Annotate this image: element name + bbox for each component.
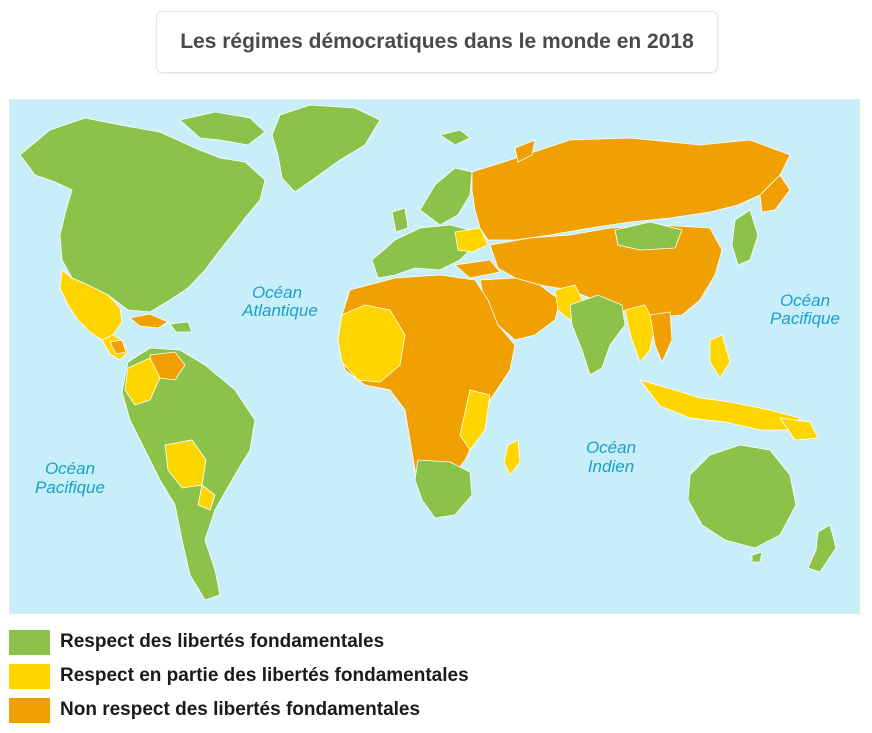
legend-label-orange: Non respect des libertés fondamentales (60, 699, 421, 720)
region-east-africa-partial (459, 389, 491, 451)
region-iceland (439, 129, 471, 146)
map-title: Les régimes démocratiques dans le monde … (180, 30, 694, 53)
legend-swatch-green (9, 629, 50, 655)
region-turkey (454, 259, 501, 279)
ocean-label-pacific-west: Océan Pacifique (35, 459, 105, 497)
legend-swatch-yellow (9, 663, 50, 689)
region-colombia (124, 357, 161, 406)
region-vietnam-laos (649, 311, 673, 364)
ocean-label-atlantic: Océan Atlantique (241, 283, 318, 320)
ocean-label-indian-line2: Indien (588, 457, 634, 476)
world-map: Océan Atlantique Océan Pacifique Océan P… (9, 99, 860, 614)
region-southern-africa (414, 459, 473, 519)
region-caribbean (169, 321, 193, 333)
world-map-svg: Océan Atlantique Océan Pacifique Océan P… (10, 100, 859, 613)
region-canada-islands (179, 111, 266, 146)
legend-label-green: Respect des libertés fondamentales (60, 631, 385, 652)
region-europe-west (371, 224, 473, 279)
legend-item-orange: Non respect des libertés fondamentales (9, 693, 469, 727)
region-philippines (709, 334, 731, 379)
legend: Respect des libertés fondamentales Respe… (9, 625, 469, 727)
region-australia (687, 444, 797, 549)
region-scandinavia (419, 167, 473, 226)
region-ukraine-balkans (454, 227, 489, 253)
region-mongolia (614, 221, 683, 251)
region-russia (471, 137, 791, 241)
region-north-america (19, 117, 266, 313)
region-tasmania (751, 551, 763, 563)
ocean-label-indian-line1: Océan (586, 438, 636, 457)
region-west-africa (337, 304, 406, 383)
region-korea-japan (731, 209, 759, 266)
region-novaya-zemlya (514, 139, 536, 163)
legend-label-yellow: Respect en partie des libertés fondament… (60, 665, 469, 686)
region-paraguay (197, 484, 216, 511)
region-cuba (129, 313, 169, 329)
ocean-label-pacific-east-line2: Pacifique (770, 309, 840, 328)
ocean-label-atlantic-line2: Atlantique (241, 301, 318, 320)
ocean-label-pacific-east-line1: Océan (780, 291, 830, 310)
region-greenland (271, 104, 381, 193)
region-india (569, 294, 626, 376)
ocean-label-atlantic-line1: Océan (252, 283, 302, 302)
ocean-label-pacific-west-line2: Pacifique (35, 478, 105, 497)
legend-swatch-orange (9, 697, 50, 723)
ocean-label-pacific-west-line1: Océan (45, 459, 95, 478)
legend-item-yellow: Respect en partie des libertés fondament… (9, 659, 469, 693)
region-madagascar (503, 439, 521, 476)
region-png (779, 417, 819, 441)
title-box: Les régimes démocratiques dans le monde … (156, 11, 718, 73)
region-kamchatka (759, 174, 791, 213)
region-myanmar-thailand (624, 304, 656, 363)
ocean-label-indian: Océan Indien (586, 438, 636, 476)
legend-item-green: Respect des libertés fondamentales (9, 625, 469, 659)
region-new-zealand (807, 524, 837, 573)
region-uk (391, 207, 409, 233)
region-nicaragua (109, 339, 127, 355)
ocean-label-pacific-east: Océan Pacifique (770, 291, 840, 328)
